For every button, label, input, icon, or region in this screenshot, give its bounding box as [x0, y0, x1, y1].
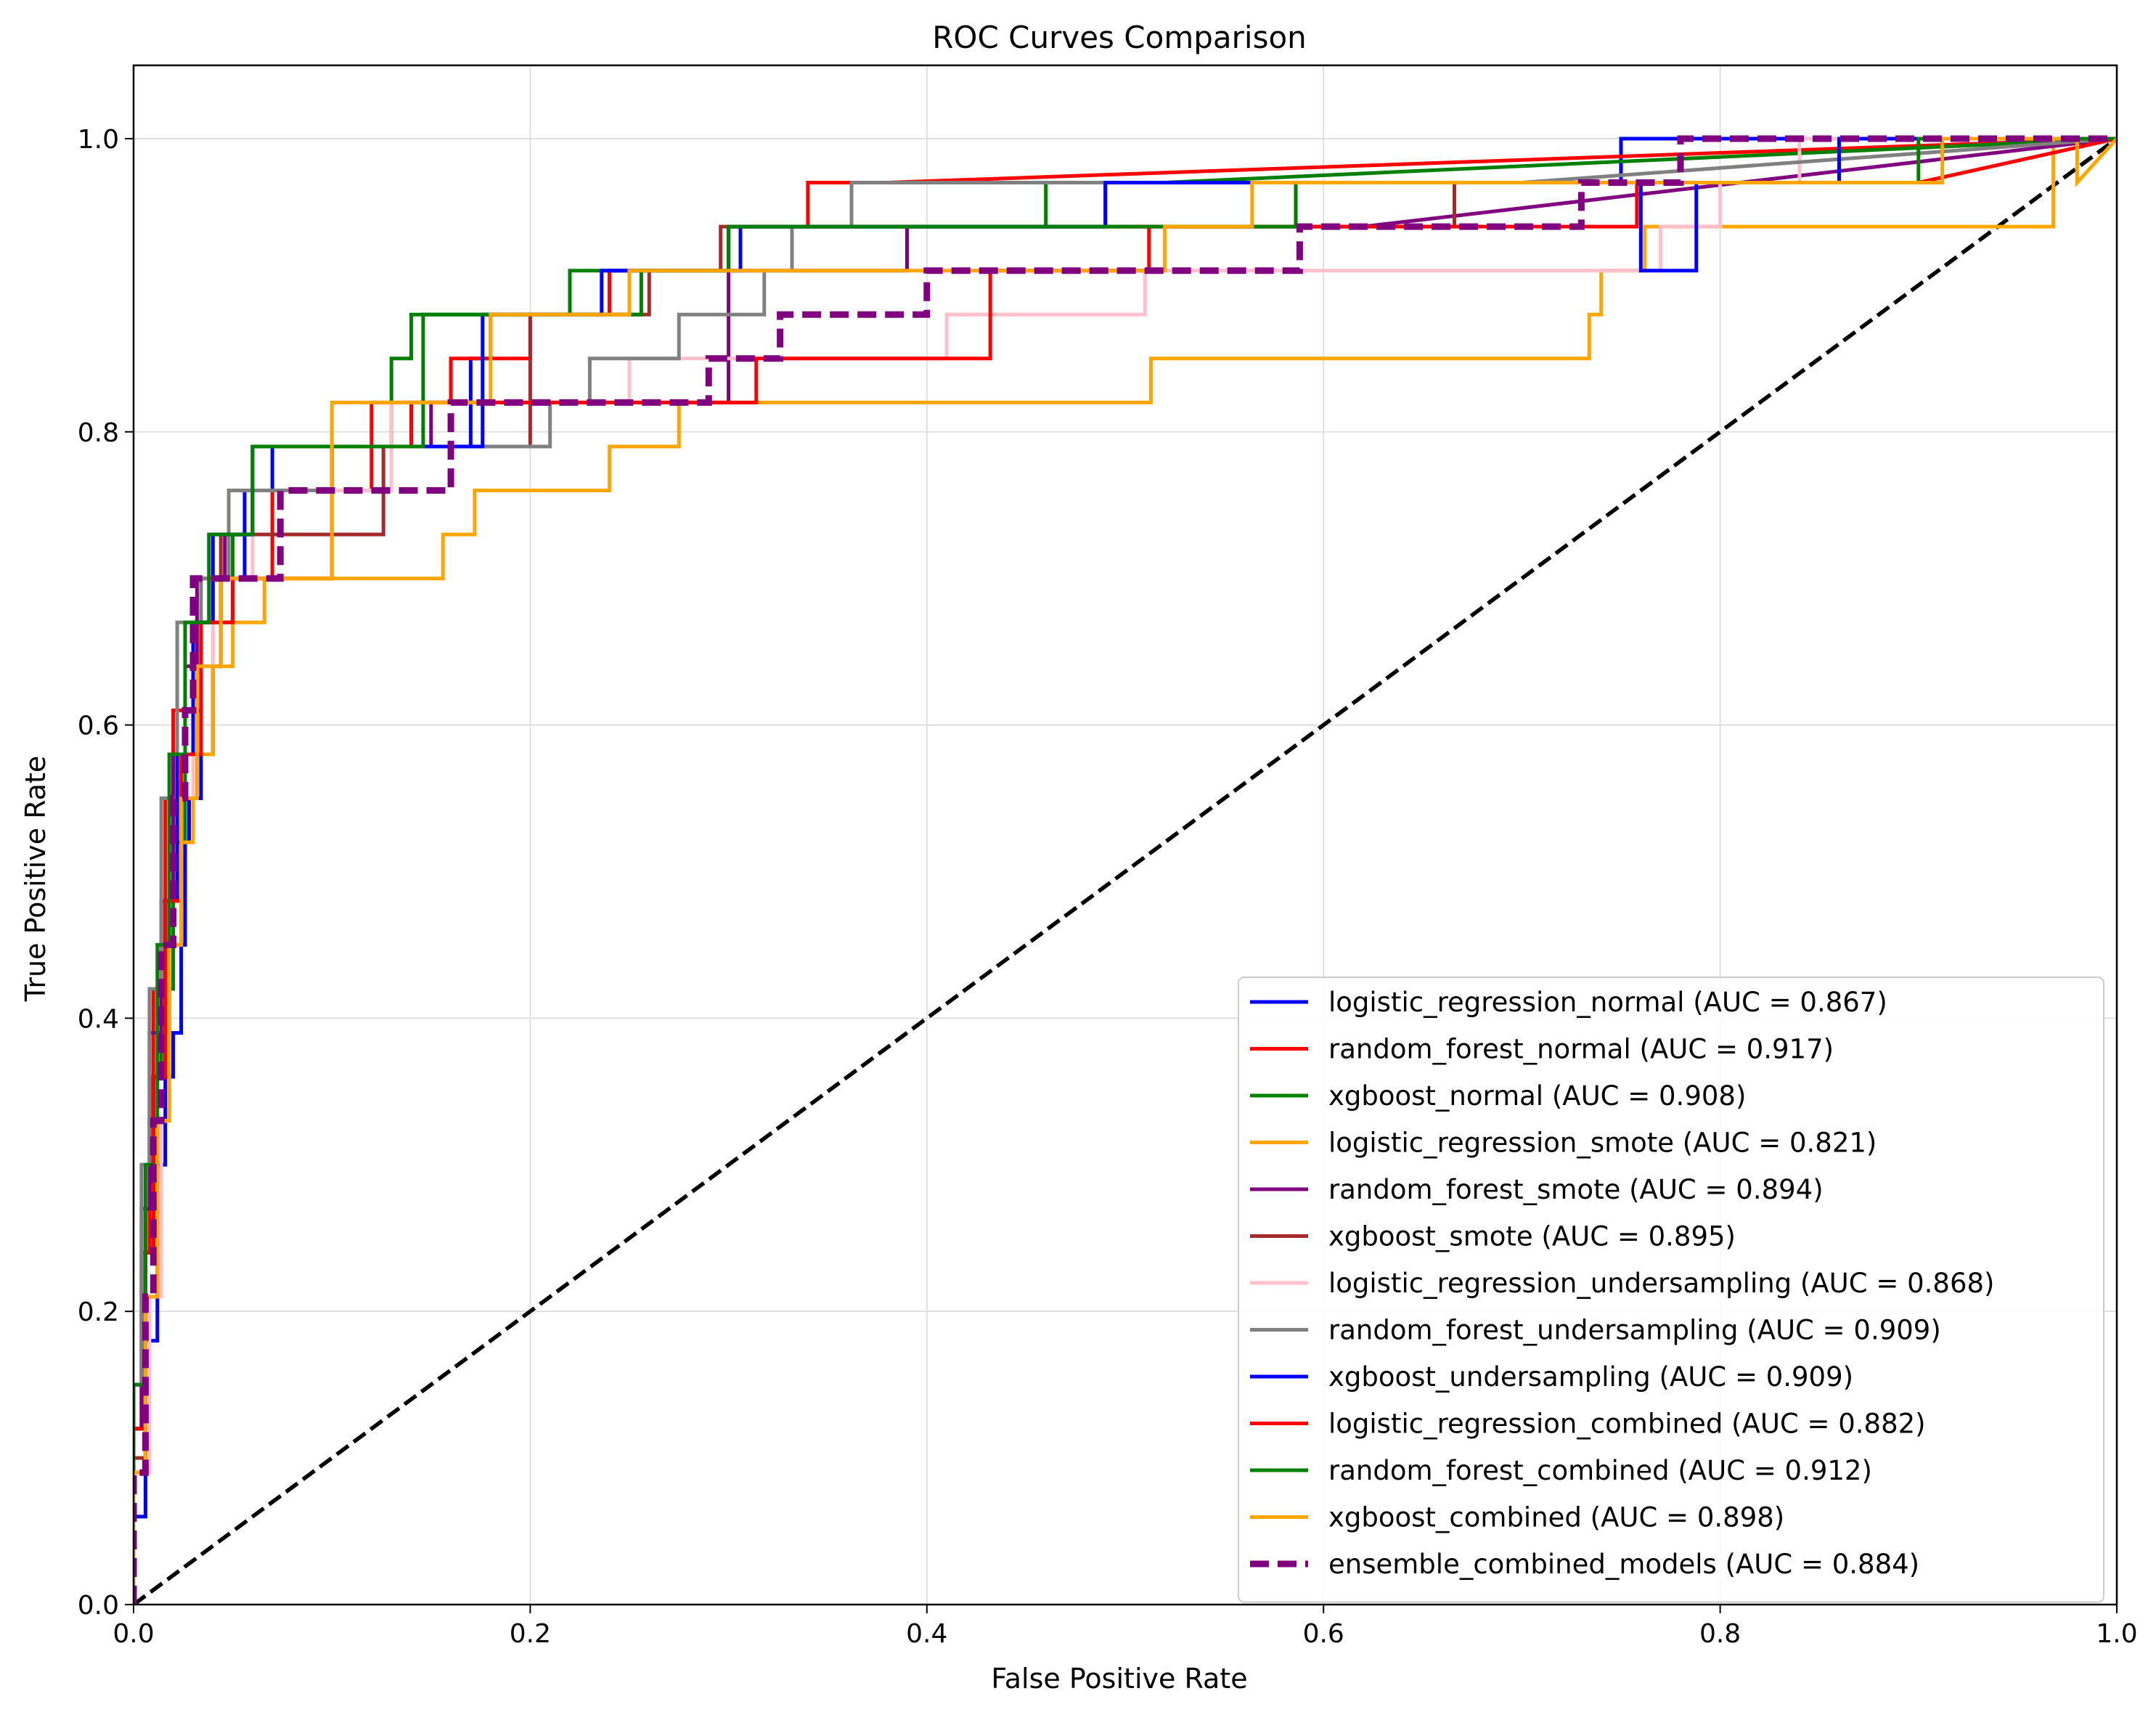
x-tick-label: 0.6 [1303, 1619, 1344, 1649]
x-tick-label: 0.4 [906, 1619, 947, 1649]
x-tick-label: 0.0 [113, 1619, 154, 1649]
legend-label: xgboost_undersampling (AUC = 0.909) [1328, 1361, 1853, 1393]
y-tick-label: 0.0 [78, 1591, 119, 1621]
legend-label: random_forest_normal (AUC = 0.917) [1328, 1034, 1834, 1065]
y-tick-label: 0.6 [78, 712, 119, 741]
legend-label: xgboost_combined (AUC = 0.898) [1328, 1502, 1784, 1533]
y-tick-label: 0.4 [78, 1004, 119, 1034]
tick-layer: 0.0 0.2 0.4 0.6 0.8 1.0 0.0 0.2 0.4 0.6 0.8 1.0 [78, 125, 2138, 1649]
legend-label: logistic_regression_combined (AUC = 0.88… [1328, 1409, 1926, 1440]
legend-label: random_forest_combined (AUC = 0.912) [1328, 1455, 1872, 1486]
series-line-12 [134, 135, 2117, 1605]
legend-label: random_forest_undersampling (AUC = 0.909… [1328, 1315, 1941, 1346]
legend-label: xgboost_normal (AUC = 0.908) [1328, 1080, 1746, 1112]
legend-label: xgboost_smote (AUC = 0.895) [1328, 1221, 1736, 1252]
legend-label: logistic_regression_smote (AUC = 0.821) [1328, 1128, 1877, 1159]
legend-label: random_forest_smote (AUC = 0.894) [1328, 1174, 1824, 1205]
x-axis-label: False Positive Rate [991, 1663, 1247, 1695]
x-tick-label: 0.8 [1699, 1619, 1741, 1649]
y-tick-label: 1.0 [78, 125, 119, 155]
x-tick-label: 0.2 [510, 1619, 551, 1649]
x-tick-label: 1.0 [2096, 1619, 2137, 1649]
diagonal-layer [134, 136, 2117, 1605]
legend-label: ensemble_combined_models (AUC = 0.884) [1328, 1549, 1919, 1580]
legend-box [1238, 977, 2104, 1603]
legend-label: logistic_regression_normal (AUC = 0.867) [1328, 987, 1887, 1018]
grid-layer [133, 65, 2118, 1605]
y-tick-label: 0.8 [78, 418, 119, 448]
chart-title: ROC Curves Comparison [932, 20, 1307, 55]
legend: logistic_regression_normal (AUC = 0.867)… [1238, 977, 2104, 1603]
y-tick-label: 0.2 [78, 1297, 119, 1327]
y-axis-label: True Positive Rate [20, 756, 52, 1003]
series-layer [134, 135, 2117, 1605]
legend-label: logistic_regression_undersampling (AUC =… [1328, 1268, 1994, 1299]
series-line-11 [134, 136, 2117, 1605]
diagonal-reference-line [134, 136, 2117, 1605]
plot-frame [132, 64, 2118, 1606]
